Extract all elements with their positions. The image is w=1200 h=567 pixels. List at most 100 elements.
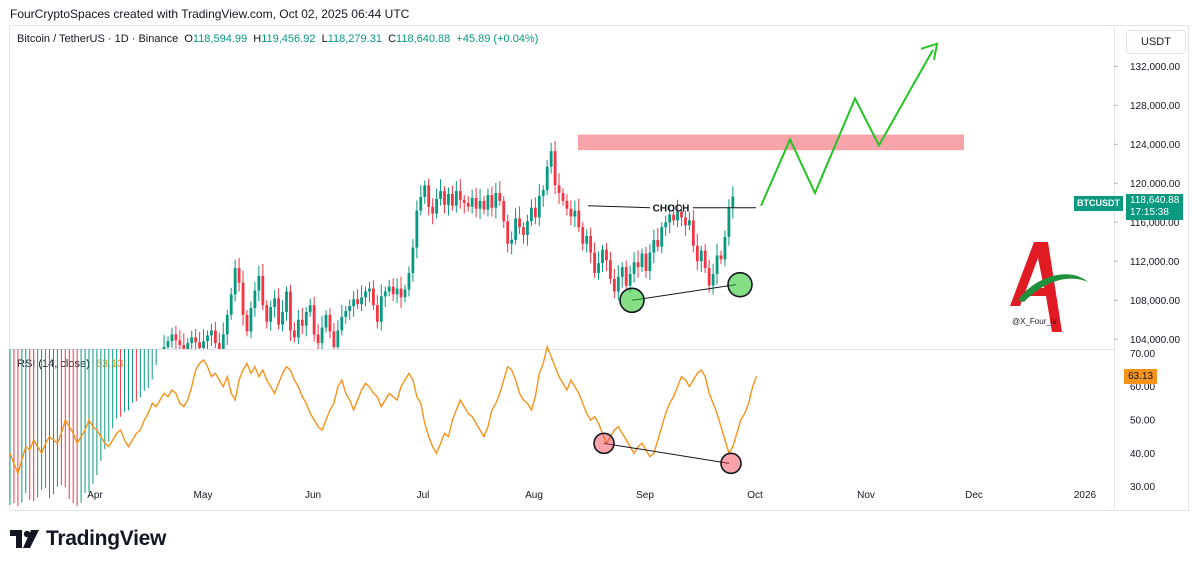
candle-body [237,268,241,283]
candle-body [304,311,308,326]
candle-body [300,319,304,326]
choch-label: CHOCH [653,204,690,215]
choch-line-left [587,205,651,209]
candle-body [289,291,292,331]
price-tag-price: 118,640.88 [1130,195,1180,206]
price-axis-label: 120,000.00 [1130,179,1180,190]
candle-body [676,211,679,221]
candle-body [202,341,205,349]
candle-body [652,239,656,253]
rsi-line [9,344,758,476]
candle-body [399,288,403,298]
candle-body [660,227,664,247]
tradingview-logo-icon [10,530,39,548]
candle-body [711,273,715,286]
candle-body [395,288,399,295]
candle-body [265,305,269,322]
candle-body [656,239,660,247]
time-axis-label: Oct [747,490,763,501]
time-axis-label: Aug [525,490,543,501]
author-logo-icon: @X_Four_iv [1010,242,1088,332]
price-axis-label: 104,000.00 [1130,335,1180,346]
candle-body [273,298,277,308]
candle-body [533,207,537,218]
candle-body [486,195,490,210]
candle-body [269,307,273,322]
candle-body [707,268,711,286]
chart-attribution: FourCryptoSpaces created with TradingVie… [10,7,410,21]
author-watermark: @X_Four_iv [1000,236,1095,341]
candle-body [541,190,545,196]
candle-body [451,194,454,206]
candle-body [198,342,201,349]
pane-separator[interactable] [9,349,1114,350]
candle-body [332,331,336,348]
candle-body [407,272,411,290]
candle-body [419,196,423,211]
close-label: C [388,33,397,45]
candle-body [616,276,620,292]
price-low-trendline [631,284,737,301]
candle-body [174,334,178,341]
candle-body [229,294,233,315]
candle-body [609,260,612,279]
candle-body [490,195,494,208]
candle-body [210,330,213,336]
currency-button[interactable]: USDT [1126,30,1186,54]
tradingview-logo[interactable]: TradingView [10,527,166,551]
candle-body [439,191,442,199]
candle-body [478,200,482,209]
candle-body [577,210,581,228]
candle-body [620,267,624,277]
candle-body [526,221,529,235]
candle-body [443,191,446,205]
candle-body [166,341,170,348]
candle-body [257,275,261,291]
price-axis-separator [1114,25,1115,511]
time-axis-label: May [194,490,213,501]
candle-body [344,310,348,317]
candle-body [387,286,391,292]
candle-body [383,291,387,297]
candle-body [379,296,383,322]
rsi-low-trendline [603,442,730,464]
candle-body [510,239,514,244]
candle-body [296,319,300,338]
candle-body [245,314,249,332]
rsi-value-tag: 63.13 [1124,369,1158,384]
candle-body [225,314,229,335]
candle-body [506,221,510,244]
rsi-axis-label: 60.00 [1130,382,1155,393]
time-axis-label: 2026 [1074,490,1097,501]
candle-body [348,306,352,311]
symbol-legend[interactable]: Bitcoin / TetherUS · 1D · Binance O118,5… [17,33,538,45]
open-label: O [184,33,193,45]
candle-body [186,343,190,349]
rsi-axis-label: 50.00 [1130,416,1155,427]
candle-body [664,222,668,228]
time-axis-label: Apr [87,490,103,501]
candle-body [624,267,628,286]
candle-body [206,335,209,342]
last-price-tag: BTCUSDT 118,640.88 17:15:38 [1074,194,1184,220]
candle-body [688,220,691,226]
candle-body [723,236,727,260]
time-axis-label: Jul [417,490,430,501]
candle-body [233,268,237,295]
candle-body [324,314,328,328]
candle-body [585,235,589,244]
candle-body [569,208,573,217]
low-value: 118,279.31 [327,33,382,45]
price-axis-label: 112,000.00 [1130,257,1180,268]
rsi-low-circle [593,432,615,455]
time-axis-label: Jun [305,490,321,501]
resistance-zone [578,134,964,151]
symbol-name: Bitcoin / TetherUS · 1D · Binance [17,33,179,45]
rsi-axis-label: 40.00 [1130,449,1155,460]
candle-body [474,197,478,209]
candle-body [320,327,324,344]
candle-body [601,249,604,264]
candle-body [435,198,438,214]
open-value: 118,594.99 [192,33,248,45]
